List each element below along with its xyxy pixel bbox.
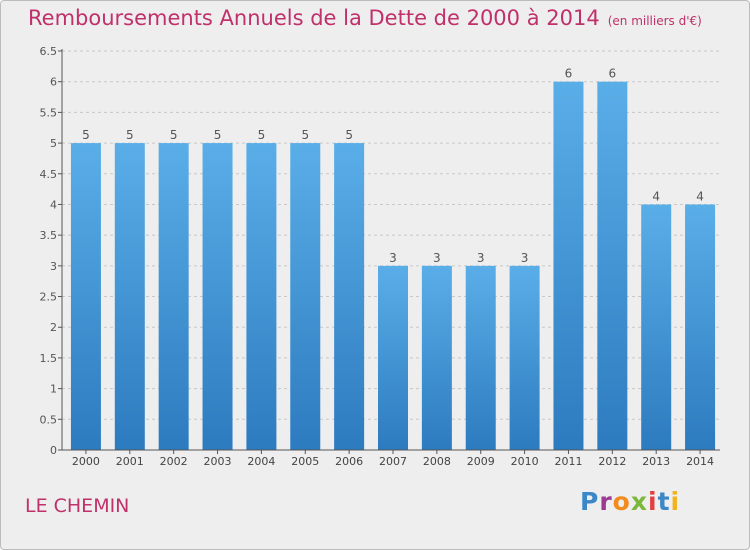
bar-value-label: 5 [170,128,178,142]
bar [246,143,277,451]
y-tick-label: 6.5 [40,45,58,58]
bar-value-label: 3 [521,251,529,265]
x-tick-label: 2003 [204,455,232,468]
chart-title: Remboursements Annuels de la Dette de 20… [28,6,702,30]
x-tick-label: 2010 [511,455,539,468]
x-tick-label: 2009 [467,455,495,468]
bar [465,265,496,450]
x-tick-label: 2005 [291,455,319,468]
bar-value-label: 5 [126,128,134,142]
bar-value-label: 6 [565,67,573,81]
x-tick-label: 2004 [247,455,275,468]
bar [334,143,365,451]
x-tick-label: 2007 [379,455,407,468]
bar [597,81,628,450]
bar-value-label: 3 [477,251,485,265]
bar-value-label: 6 [609,67,617,81]
bar-value-label: 5 [301,128,309,142]
chart-unit-label: (en milliers d'€) [607,14,702,28]
x-tick-label: 2006 [335,455,363,468]
bar-value-label: 3 [389,251,397,265]
bar [158,143,189,451]
y-tick-label: 0.5 [40,413,58,426]
commune-name: LE CHEMIN [25,495,130,517]
bar [509,265,540,450]
x-tick-label: 2014 [686,455,714,468]
bar [685,204,716,450]
x-tick-label: 2008 [423,455,451,468]
bar-value-label: 4 [696,189,704,203]
y-tick-label: 0 [50,444,57,457]
y-tick-label: 2 [50,321,57,334]
bar-value-label: 3 [433,251,441,265]
y-tick-label: 4 [50,198,57,211]
x-tick-label: 2012 [598,455,626,468]
x-tick-label: 2002 [160,455,188,468]
x-tick-label: 2013 [642,455,670,468]
bar-value-label: 5 [258,128,266,142]
bar [290,143,321,451]
y-tick-label: 5.5 [40,106,58,119]
y-tick-label: 2.5 [40,291,58,304]
bar [114,143,145,451]
y-tick-label: 3.5 [40,229,58,242]
bar [421,265,452,450]
proxiti-logo: Proxiti [580,487,681,516]
bar-value-label: 4 [652,189,660,203]
x-tick-label: 2011 [554,455,582,468]
bars: 5 5 5 5 5 5 5 3 3 3 3 6 6 4 4 [70,67,716,451]
y-tick-label: 5 [50,137,57,150]
bar [378,265,408,450]
bar-value-label: 5 [82,128,90,142]
x-tick-label: 2000 [72,455,100,468]
y-tick-label: 1.5 [40,352,58,365]
y-tick-label: 1 [50,383,57,396]
bar [202,143,233,451]
x-tick-label: 2001 [116,455,144,468]
bar-value-label: 5 [214,128,222,142]
chart-title-text: Remboursements Annuels de la Dette de 20… [28,6,600,30]
bar [641,204,672,450]
bar [70,143,101,451]
y-tick-label: 6 [50,76,57,89]
bar-value-label: 5 [345,128,353,142]
y-tick-label: 4.5 [40,168,58,181]
axes: 0 0.5 1 1.5 2 2.5 3 3.5 4 4.5 5 5.5 6 6.5 2000 2001 2002… [40,45,720,468]
bar [553,81,584,450]
y-tick-label: 3 [50,260,57,273]
